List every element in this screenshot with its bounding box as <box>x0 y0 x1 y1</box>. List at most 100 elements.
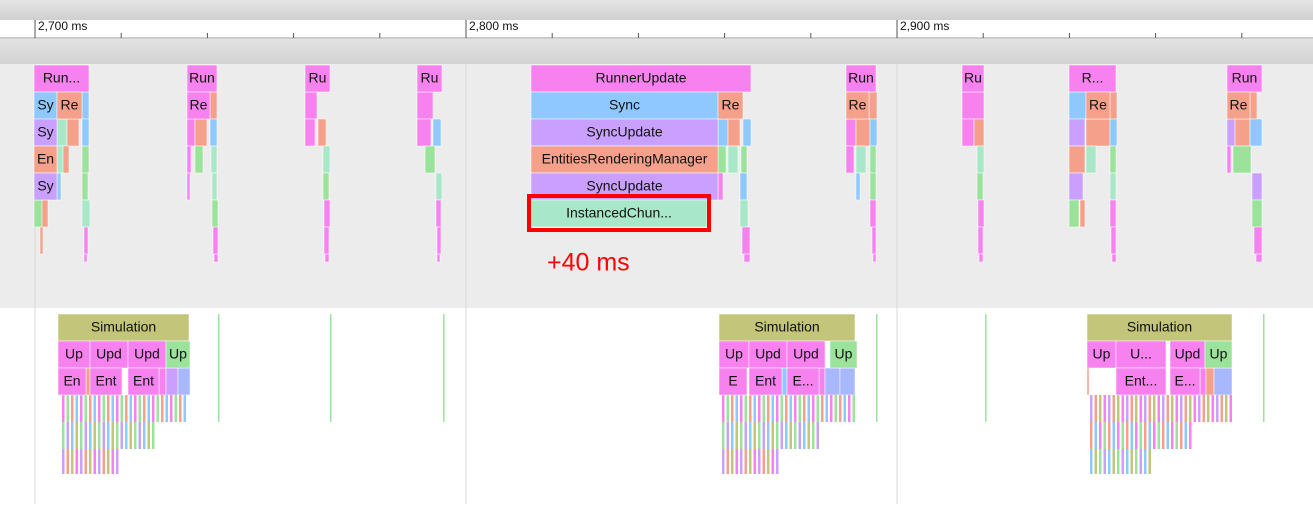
sliver <box>170 395 173 422</box>
sliver <box>744 422 747 449</box>
sliver <box>322 172 330 201</box>
sliver <box>762 449 765 474</box>
sliver <box>147 422 150 449</box>
sliver <box>210 145 218 174</box>
sliver <box>1220 395 1223 422</box>
sliver <box>1121 422 1124 449</box>
block <box>1226 64 1263 93</box>
sliver <box>798 422 801 449</box>
sliver <box>1144 449 1147 474</box>
sliver <box>111 395 114 422</box>
sliver <box>89 449 92 474</box>
sliver <box>81 172 89 201</box>
sliver <box>330 314 332 422</box>
sliver <box>174 395 177 422</box>
block-label: Up <box>1093 346 1111 362</box>
sliver <box>743 253 751 263</box>
sliver <box>803 422 806 449</box>
sliver <box>961 91 985 120</box>
sliver <box>1229 395 1232 422</box>
sliver <box>152 422 155 449</box>
sliver <box>785 422 788 449</box>
sliver <box>1109 172 1117 201</box>
sliver <box>134 422 137 449</box>
sliver <box>62 145 70 174</box>
sliver <box>85 367 91 396</box>
sliver <box>424 145 436 174</box>
sliver <box>56 118 68 147</box>
sliver <box>134 395 137 422</box>
sliver <box>1112 422 1115 449</box>
block <box>1226 91 1251 120</box>
sliver <box>39 226 44 255</box>
sliver <box>1068 118 1086 147</box>
sliver <box>1180 395 1183 422</box>
sliver <box>807 395 810 422</box>
sliver <box>852 395 855 422</box>
block <box>530 199 708 228</box>
sliver <box>740 449 743 474</box>
sliver <box>855 172 861 201</box>
sliver <box>435 172 443 201</box>
block <box>1169 340 1206 369</box>
sliver <box>830 395 833 422</box>
sliver <box>1109 145 1117 174</box>
block <box>89 367 123 396</box>
block <box>89 340 129 369</box>
sliver <box>771 422 774 449</box>
sliver <box>794 422 797 449</box>
sliver <box>186 118 196 147</box>
block-label: Simulation <box>1127 319 1192 335</box>
sliver <box>1094 449 1097 474</box>
block-label: Sy <box>37 97 53 113</box>
sliver <box>767 449 770 474</box>
sliver <box>156 395 159 422</box>
sliver <box>1184 395 1187 422</box>
sliver <box>1216 395 1219 422</box>
sliver <box>1121 395 1124 422</box>
sliver <box>138 422 141 449</box>
sliver <box>1099 422 1102 449</box>
block-label: SyncUpdate <box>586 178 662 194</box>
sliver <box>186 145 192 174</box>
sliver <box>111 422 114 449</box>
sliver <box>111 449 114 474</box>
sliver <box>416 118 432 147</box>
sliver <box>93 395 96 422</box>
sliver <box>1234 118 1251 147</box>
sliver <box>1171 395 1174 422</box>
sliver <box>432 118 442 147</box>
block <box>186 91 211 120</box>
sliver <box>1175 422 1178 449</box>
sliver <box>1144 395 1147 422</box>
sliver <box>80 395 83 422</box>
block <box>127 367 160 396</box>
sliver <box>125 422 128 449</box>
sliver <box>812 395 815 422</box>
sliver <box>416 91 434 120</box>
sliver <box>1226 145 1232 174</box>
sliver <box>789 422 792 449</box>
sliver <box>75 395 78 422</box>
sliver <box>1249 118 1263 147</box>
sliver <box>1253 226 1263 255</box>
sliver <box>753 449 756 474</box>
sliver <box>1068 199 1080 228</box>
block <box>718 340 750 369</box>
sliver <box>1117 449 1120 474</box>
block-label: Upd <box>793 346 819 362</box>
sliver <box>129 395 132 422</box>
sliver <box>138 395 141 422</box>
sliver <box>1157 422 1160 449</box>
sliver <box>961 118 975 147</box>
sliver <box>304 118 316 147</box>
sliver <box>1139 422 1142 449</box>
sliver <box>1162 422 1165 449</box>
sliver <box>81 91 90 120</box>
sliver <box>1225 395 1228 422</box>
sliver <box>785 395 788 422</box>
block-label: Ru <box>309 70 327 86</box>
block-label: EntitiesRenderingManager <box>542 151 708 167</box>
sliver <box>771 449 774 474</box>
sliver <box>107 395 110 422</box>
